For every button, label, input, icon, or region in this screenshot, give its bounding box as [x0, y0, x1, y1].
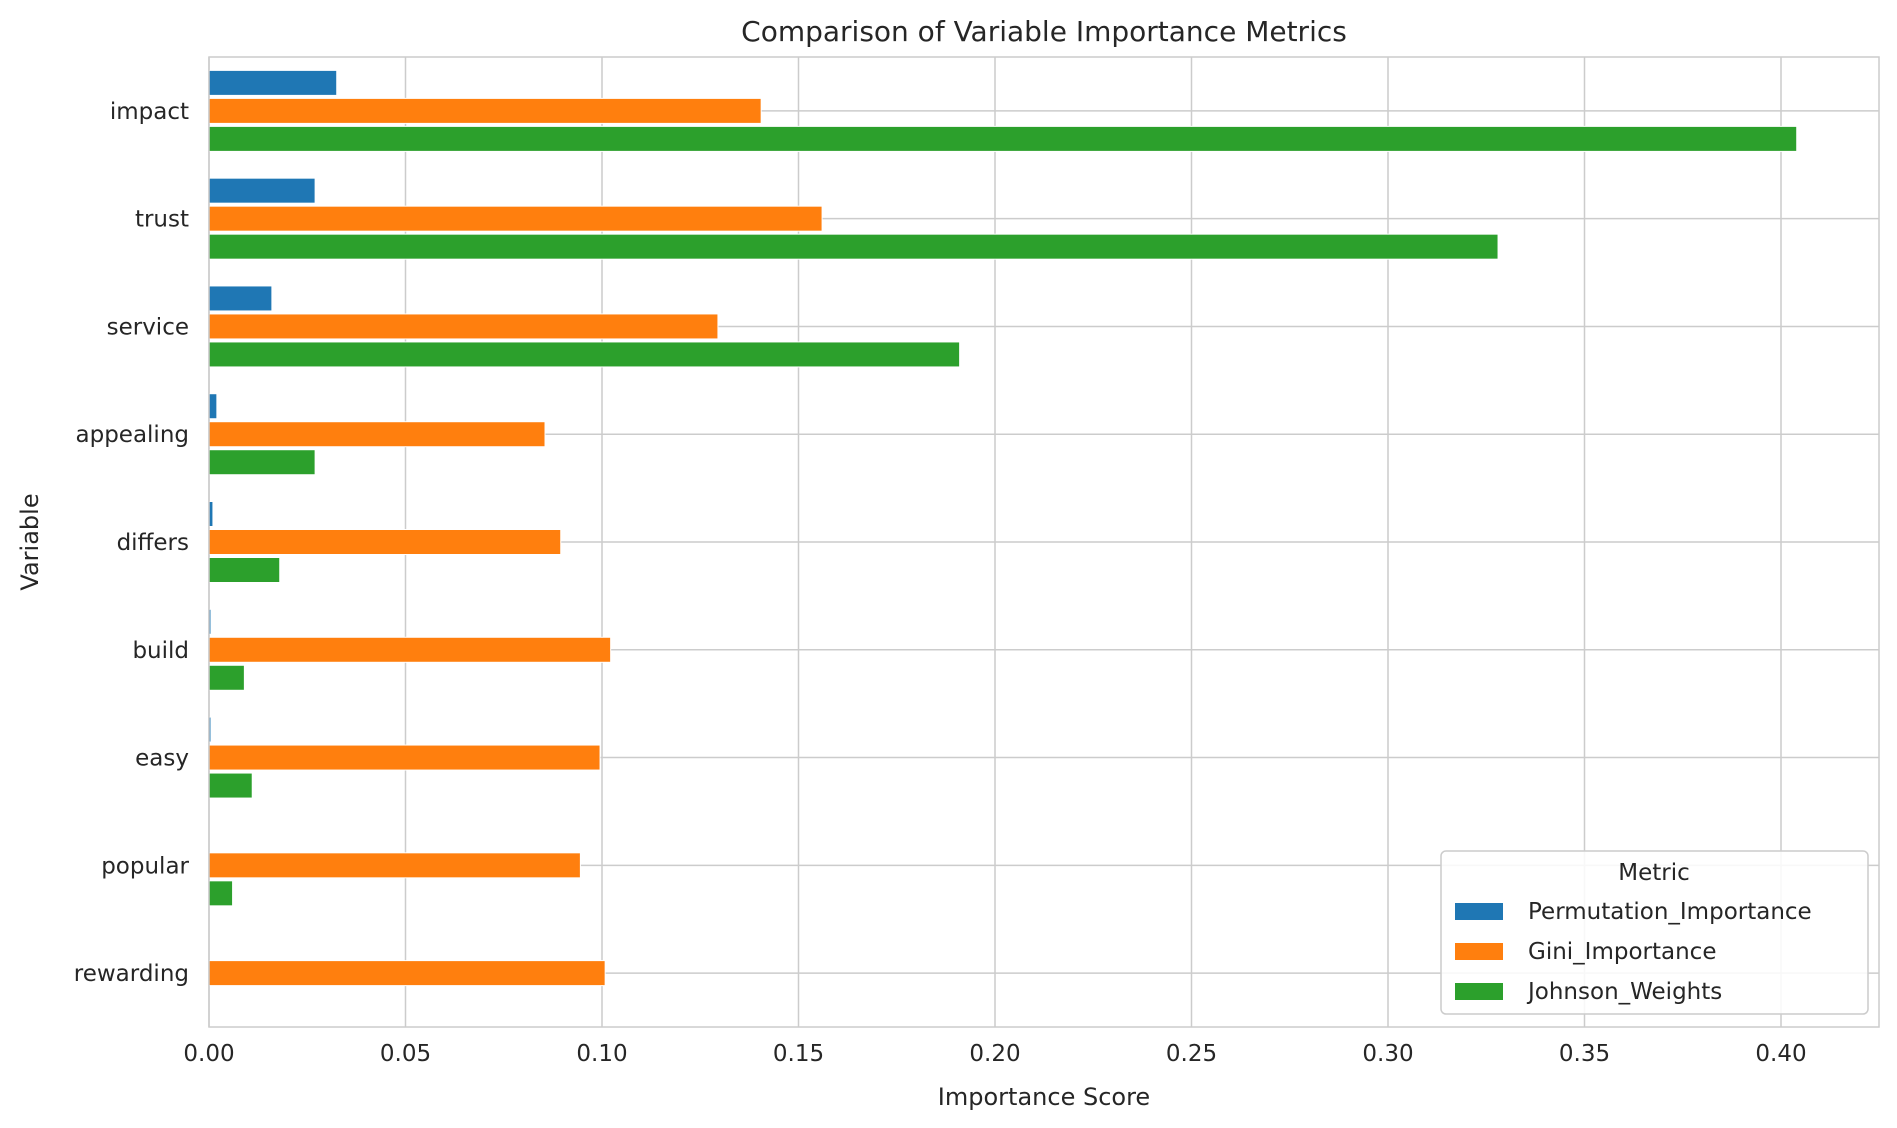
y-tick-labels: impact trust service appealing differs build e… [74, 99, 190, 987]
legend-label: Permutation_Importance [1528, 899, 1812, 925]
y-tick-label: impact [110, 99, 189, 125]
plot-border [208, 56, 1880, 1028]
bar-johnson-weights-impact [208, 125, 1798, 152]
bar-gini-importance-build [208, 636, 612, 663]
bar-johnson-weights-differs [208, 557, 281, 583]
y-tick-label: trust [135, 207, 189, 233]
bar-gini-importance-trust [208, 205, 823, 232]
y-tick-label: appealing [76, 422, 190, 448]
legend-label: Johnson_Weights [1526, 979, 1722, 1005]
bar-permutation-importance-impact [208, 69, 338, 96]
bar-gini-importance-differs [208, 529, 562, 555]
y-tick-label: popular [101, 853, 189, 879]
x-tick-label: 0.05 [380, 1041, 431, 1067]
bar-gini-importance-easy [208, 744, 601, 771]
legend-swatch [1455, 903, 1503, 920]
bar-johnson-weights-service [208, 341, 961, 368]
y-tick-label: rewarding [74, 961, 189, 987]
x-tick-label: 0.40 [1755, 1041, 1806, 1067]
bar-johnson-weights-popular [208, 880, 234, 907]
chart-title: Comparison of Variable Importance Metric… [741, 15, 1347, 48]
x-axis-label: Importance Score [938, 1083, 1150, 1111]
x-tick-label: 0.10 [576, 1041, 627, 1067]
x-tick-label: 0.00 [183, 1041, 234, 1067]
bar-gini-importance-appealing [208, 421, 546, 448]
legend-box [1440, 850, 1869, 1015]
x-tick-label: 0.30 [1362, 1041, 1413, 1067]
y-tick-label: service [107, 314, 189, 340]
x-tick-labels: 0.00 0.05 0.10 0.15 0.20 0.25 0.30 0.35 0.40 [183, 1041, 1806, 1067]
legend: Metric Permutation_Importance Gini_Import… [1440, 850, 1869, 1015]
bar-johnson-weights-appealing [208, 449, 316, 476]
bar-johnson-weights-trust [208, 233, 1499, 260]
x-tick-label: 0.15 [773, 1041, 824, 1067]
bar-johnson-weights-build [208, 664, 245, 691]
bars [208, 69, 1798, 987]
y-tick-label: build [132, 638, 189, 664]
bar-gini-importance-service [208, 313, 719, 340]
bar-johnson-weights-easy [208, 772, 253, 799]
legend-title: Metric [1618, 860, 1690, 886]
x-tick-label: 0.20 [969, 1041, 1020, 1067]
legend-swatch [1455, 983, 1503, 1000]
x-tick-label: 0.35 [1559, 1041, 1610, 1067]
y-tick-label: easy [135, 746, 189, 772]
legend-swatch [1455, 943, 1503, 960]
bar-permutation-importance-trust [208, 177, 316, 204]
y-axis-label: Variable [16, 493, 44, 590]
bar-gini-importance-rewarding [208, 960, 606, 987]
bar-gini-importance-impact [208, 97, 762, 124]
bar-permutation-importance-service [208, 285, 273, 312]
x-tick-label: 0.25 [1166, 1041, 1217, 1067]
legend-label: Gini_Importance [1528, 939, 1716, 965]
y-tick-label: differs [117, 530, 189, 556]
bar-permutation-importance-appealing [208, 393, 218, 420]
bar-gini-importance-popular [208, 852, 581, 879]
